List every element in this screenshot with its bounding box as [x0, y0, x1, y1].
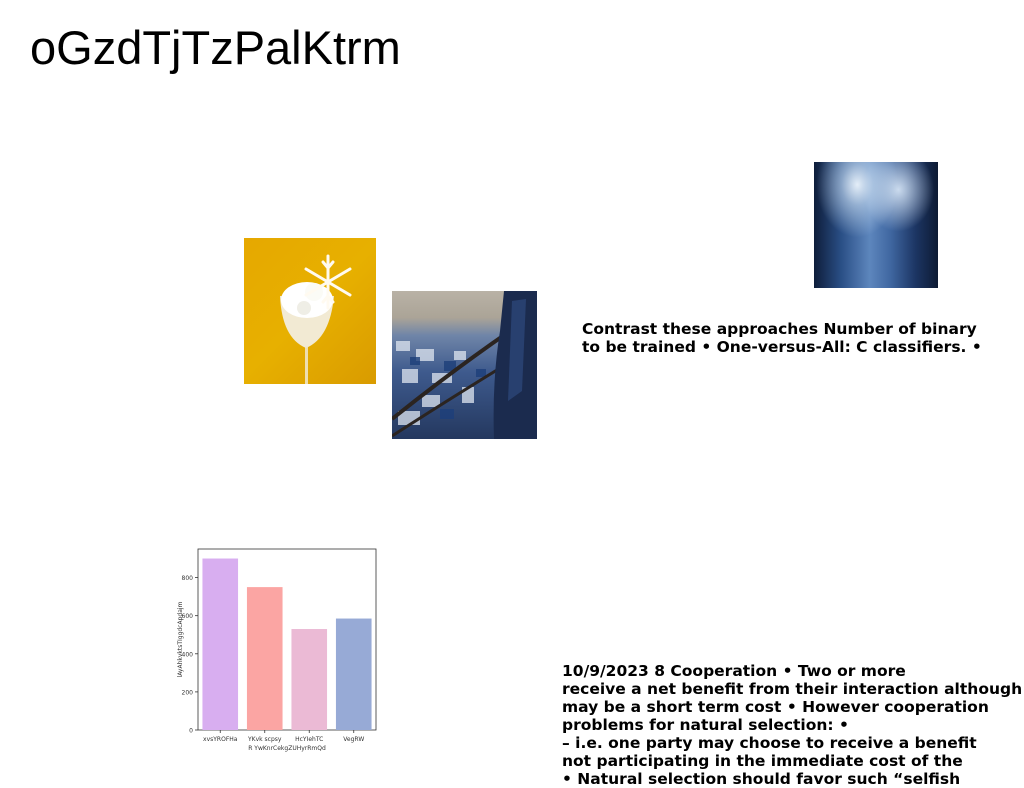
page-title: oGzdTjTzPalKtrm: [30, 21, 401, 74]
text-line: may be a short term cost • However coope…: [562, 698, 989, 716]
y-tick-label: 800: [182, 575, 194, 582]
text-line: • Natural selection should favor such “s…: [562, 770, 961, 788]
y-axis-label: lAyAhkvktsTIggdcApdajm: [177, 601, 184, 677]
bar: [246, 587, 283, 730]
x-tick-label: YKvk scpsy: [247, 736, 282, 743]
blurred-trees-photo: [814, 162, 938, 288]
bar: [291, 629, 328, 730]
bar-chart: 0 200 400 600 800 xvsYROFHa YKvk scpsy HcYIehTC…: [177, 548, 377, 752]
text-block-cooperation: 10/9/2023 8 Cooperation • Two or more re…: [562, 662, 1022, 788]
text-line: not participating in the immediate cost …: [562, 752, 963, 770]
x-tick-label: HcYIehTC: [295, 736, 323, 743]
y-tick-label: 0: [189, 728, 193, 735]
y-tick-label: 400: [182, 651, 194, 658]
drink-photo: [244, 238, 376, 384]
text-line: receive a net benefit from their interac…: [562, 680, 1023, 698]
text-block-binary-classifiers: Contrast these approaches Number of bina…: [582, 320, 982, 356]
plot-frame: [197, 548, 377, 731]
bar: [335, 618, 372, 730]
x-axis-label: R YwKnrCekgZUHyrRmQd: [248, 745, 326, 752]
x-tick-label: xvsYROFHa: [203, 736, 238, 743]
text-line: to be trained • One-versus-All: C classi…: [582, 338, 982, 356]
y-tick-label: 200: [182, 689, 194, 696]
text-line: Contrast these approaches Number of bina…: [582, 320, 977, 338]
text-line: – i.e. one party may choose to receive a…: [562, 734, 977, 752]
text-line: problems for natural selection: •: [562, 716, 849, 734]
y-tick-label: 600: [182, 613, 194, 620]
bar: [202, 558, 239, 730]
text-line: 10/9/2023 8 Cooperation • Two or more: [562, 662, 906, 680]
city-photo: [392, 291, 537, 439]
x-tick-label: VegRW: [343, 736, 364, 743]
